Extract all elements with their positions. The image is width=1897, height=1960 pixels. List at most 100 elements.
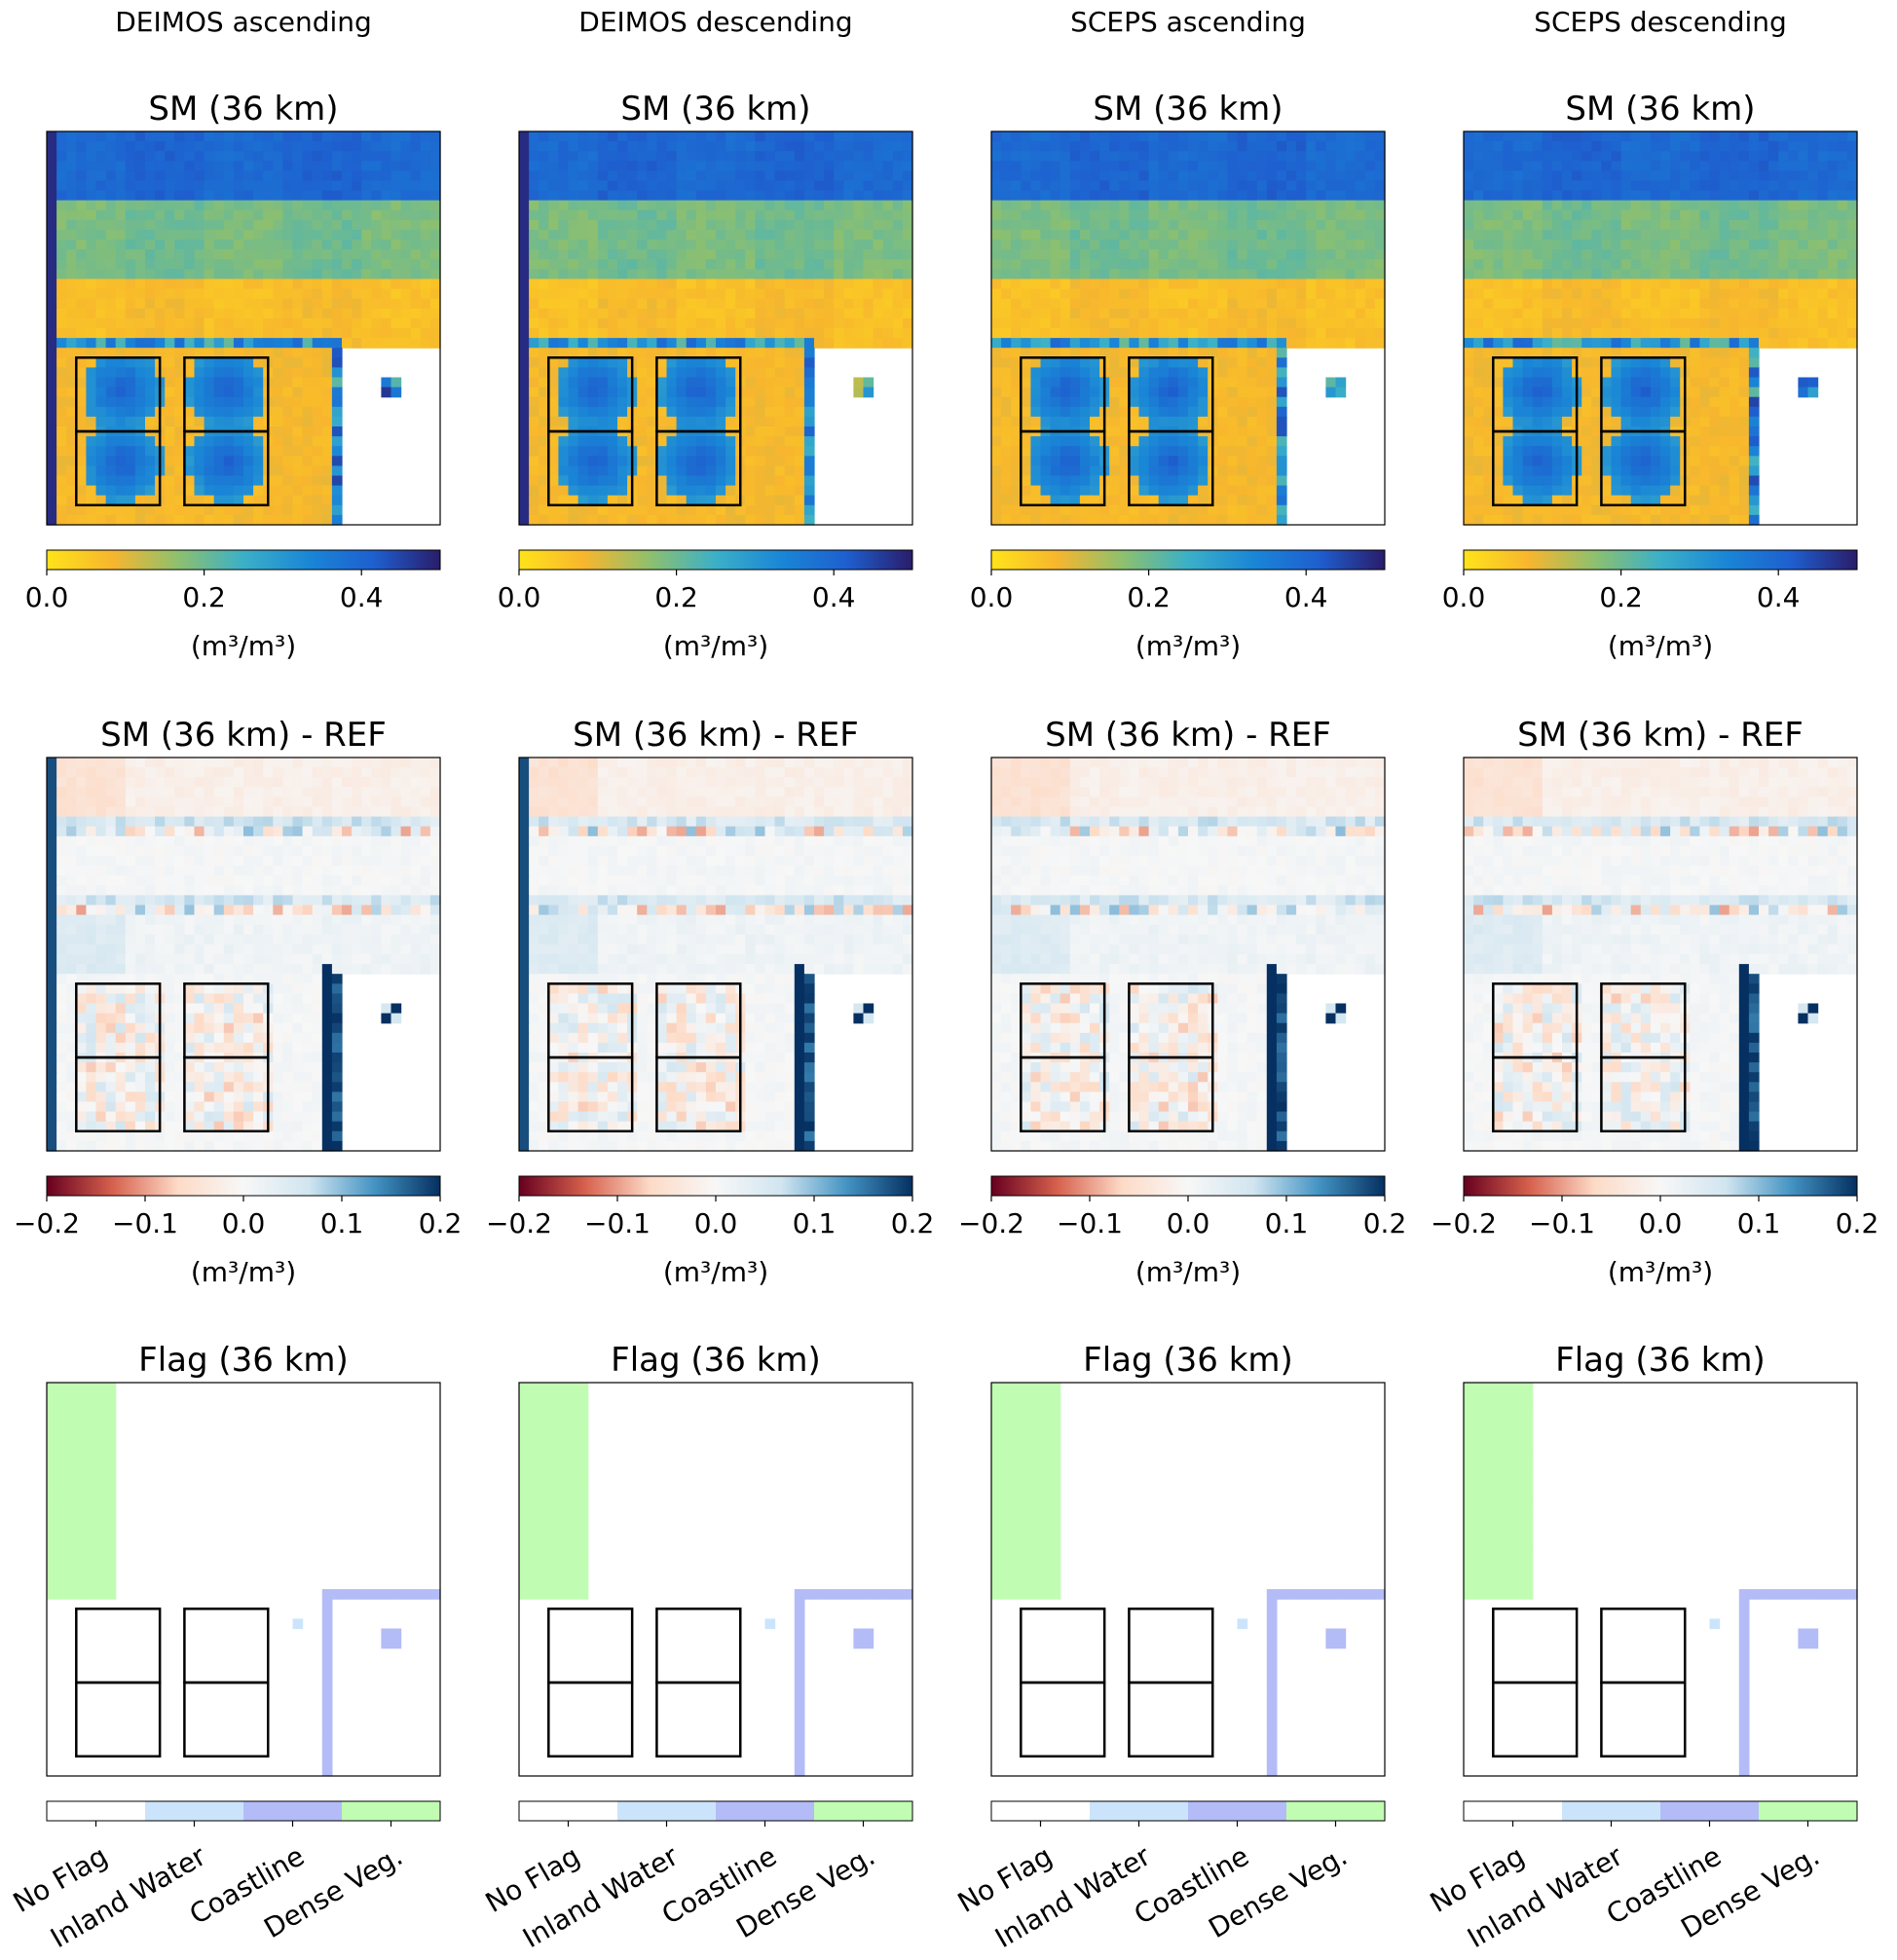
heatmap-cell bbox=[755, 151, 766, 162]
heatmap-cell bbox=[134, 465, 146, 477]
heatmap-cell bbox=[361, 308, 372, 319]
heatmap-cell bbox=[1069, 219, 1081, 231]
heatmap-cell bbox=[312, 338, 323, 349]
heatmap-cell bbox=[282, 298, 294, 310]
heatmap-cell bbox=[558, 357, 570, 368]
heatmap-cell bbox=[233, 348, 244, 358]
heatmap-cell bbox=[1079, 436, 1091, 447]
heatmap-cell bbox=[115, 151, 127, 162]
heatmap-cell bbox=[1001, 396, 1012, 408]
heatmap-cell bbox=[56, 180, 67, 192]
heatmap-cell bbox=[400, 259, 412, 270]
heatmap-cell bbox=[1030, 485, 1042, 497]
heatmap-cell bbox=[1168, 387, 1179, 398]
heatmap-cell bbox=[1345, 249, 1357, 260]
heatmap-cell bbox=[637, 180, 648, 192]
heatmap-cell bbox=[331, 317, 343, 329]
heatmap-cell bbox=[420, 298, 431, 310]
heatmap-cell bbox=[764, 141, 776, 152]
heatmap-cell bbox=[637, 131, 648, 142]
heatmap-cell bbox=[115, 240, 127, 250]
heatmap-cell bbox=[1542, 249, 1553, 260]
heatmap-cell bbox=[1620, 278, 1632, 290]
heatmap-cell bbox=[1650, 240, 1661, 250]
heatmap-cell bbox=[1030, 308, 1042, 319]
heatmap-cell bbox=[184, 436, 196, 447]
heatmap-cell bbox=[587, 446, 599, 457]
heatmap-cell bbox=[1237, 209, 1248, 221]
heatmap-cell bbox=[312, 259, 323, 270]
heatmap-cell bbox=[1129, 357, 1140, 368]
heatmap-cell bbox=[1217, 249, 1228, 260]
heatmap-cell bbox=[115, 288, 127, 300]
heatmap-cell bbox=[1630, 259, 1642, 270]
heatmap-cell bbox=[1551, 141, 1563, 152]
heatmap-cell bbox=[125, 298, 136, 310]
heatmap-cell bbox=[1021, 456, 1031, 466]
heatmap-cell bbox=[1846, 209, 1858, 221]
heatmap-cell bbox=[1069, 495, 1081, 506]
heatmap-cell bbox=[735, 278, 746, 290]
heatmap-cell bbox=[145, 367, 156, 379]
heatmap-cell bbox=[1090, 288, 1100, 300]
heatmap-cell bbox=[1493, 170, 1504, 182]
heatmap-cell bbox=[1168, 328, 1179, 339]
heatmap-cell bbox=[1846, 131, 1858, 142]
heatmap-cell bbox=[1266, 436, 1278, 447]
heatmap-cell bbox=[312, 308, 323, 319]
heatmap-cell bbox=[1227, 190, 1239, 202]
heatmap-cell bbox=[145, 317, 156, 329]
heatmap-cell bbox=[834, 249, 844, 260]
heatmap-cell bbox=[607, 367, 618, 379]
heatmap-cell bbox=[381, 200, 392, 211]
heatmap-cell bbox=[1021, 249, 1031, 260]
heatmap-cell bbox=[174, 377, 185, 388]
heatmap-cell bbox=[519, 269, 530, 280]
heatmap-cell bbox=[1266, 141, 1278, 152]
heatmap-cell bbox=[1138, 436, 1150, 447]
heatmap-cell bbox=[755, 190, 766, 202]
heatmap-cell bbox=[548, 456, 559, 466]
heatmap-cell bbox=[834, 259, 844, 270]
heatmap-cell bbox=[282, 436, 294, 447]
heatmap-cell bbox=[873, 180, 884, 192]
heatmap-cell bbox=[705, 259, 717, 270]
heatmap-cell bbox=[764, 317, 776, 329]
heatmap-cell bbox=[184, 240, 196, 250]
heatmap-cell bbox=[1001, 269, 1012, 280]
heatmap-cell bbox=[134, 249, 146, 260]
heatmap-cell bbox=[676, 240, 688, 250]
heatmap-cell bbox=[204, 298, 215, 310]
heatmap-cell bbox=[1188, 141, 1199, 152]
heatmap-cell bbox=[243, 131, 254, 142]
heatmap-cell bbox=[1198, 396, 1209, 408]
heatmap-cell bbox=[1217, 190, 1228, 202]
heatmap-cell bbox=[1759, 161, 1769, 171]
heatmap-cell bbox=[627, 209, 638, 221]
heatmap-cell bbox=[558, 269, 570, 280]
heatmap-cell bbox=[1188, 514, 1199, 526]
heatmap-cell bbox=[1090, 180, 1100, 192]
heatmap-cell bbox=[352, 200, 362, 211]
heatmap-cell bbox=[321, 190, 333, 202]
heatmap-cell bbox=[1246, 465, 1258, 477]
heatmap-cell bbox=[637, 485, 648, 497]
heatmap-cell bbox=[577, 161, 589, 171]
heatmap-cell bbox=[263, 328, 274, 339]
heatmap-cell bbox=[1748, 161, 1760, 171]
heatmap-cell bbox=[1158, 338, 1170, 349]
heatmap-cell bbox=[814, 161, 825, 171]
heatmap-cell bbox=[794, 485, 805, 497]
heatmap-cell bbox=[1090, 131, 1100, 142]
heatmap-cell bbox=[66, 357, 77, 368]
heatmap-cell bbox=[321, 298, 333, 310]
heatmap-cell bbox=[1286, 161, 1297, 171]
heatmap-cell bbox=[1670, 190, 1681, 202]
heatmap-cell bbox=[1817, 190, 1829, 202]
heatmap-cell bbox=[794, 141, 805, 152]
heatmap-cell bbox=[233, 269, 244, 280]
heatmap-cell bbox=[666, 131, 678, 142]
heatmap-cell bbox=[705, 475, 717, 487]
heatmap-cell bbox=[273, 161, 283, 171]
heatmap-cell bbox=[1650, 200, 1661, 211]
